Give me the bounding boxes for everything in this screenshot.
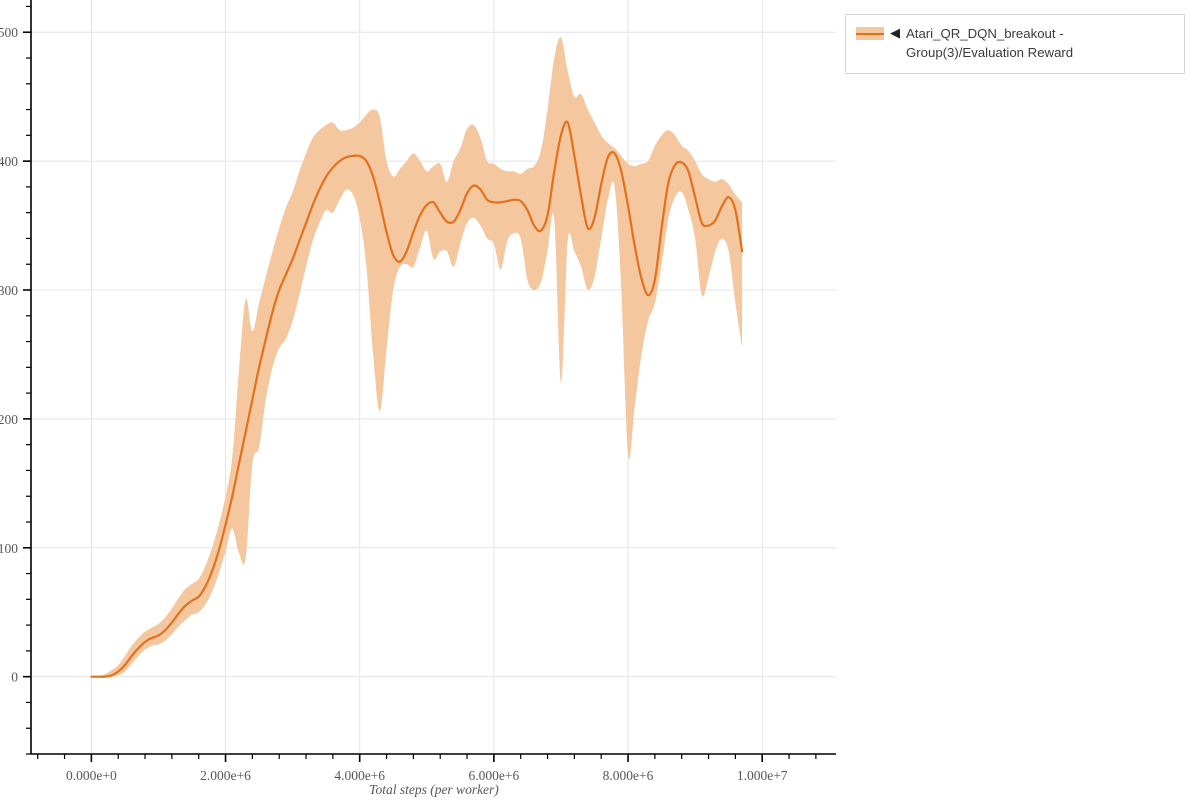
x-axis-ticks [37,754,817,762]
legend-color-swatch [856,25,884,42]
y-tick-label: 300 [0,283,18,298]
y-axis-tick-labels: 0 100 200 300 400 500 [0,25,18,684]
y-tick-label: 0 [11,670,18,685]
y-axis-ticks [23,5,31,755]
x-tick-label: 6.000e+6 [469,768,520,783]
x-tick-label: 8.000e+6 [603,768,654,783]
y-tick-label: 100 [0,541,18,556]
legend-item[interactable]: ◀ Atari_QR_DQN_breakout - Group(3)/Evalu… [856,24,1174,62]
grid-lines-vertical [90,0,763,754]
x-tick-label: 2.000e+6 [200,768,251,783]
legend-triangle-icon: ◀ [890,25,900,40]
y-tick-label: 200 [0,412,18,427]
plot-svg: 0 100 200 300 400 500 0.000e+0 2.000e+6 4.000e+… [0,0,836,797]
x-tick-label: 1.000e+7 [737,768,788,783]
chart-figure: 0 100 200 300 400 500 0.000e+0 2.000e+6 4.000e+… [0,0,836,797]
series-line [90,120,744,678]
data-layer [90,37,744,678]
x-axis-title: Total steps (per worker) [369,782,499,797]
x-axis-tick-labels: 0.000e+0 2.000e+6 4.000e+6 6.000e+6 8.000e+6… [66,768,788,783]
chart-legend[interactable]: ◀ Atari_QR_DQN_breakout - Group(3)/Evalu… [845,14,1185,74]
x-tick-label: 0.000e+0 [66,768,117,783]
y-tick-label: 400 [0,154,18,169]
y-tick-label: 500 [0,25,18,40]
confidence-band [91,37,743,677]
x-tick-label: 4.000e+6 [334,768,385,783]
grid-lines-horizontal [31,31,836,678]
legend-item-label: Atari_QR_DQN_breakout - Group(3)/Evaluat… [906,26,1074,60]
